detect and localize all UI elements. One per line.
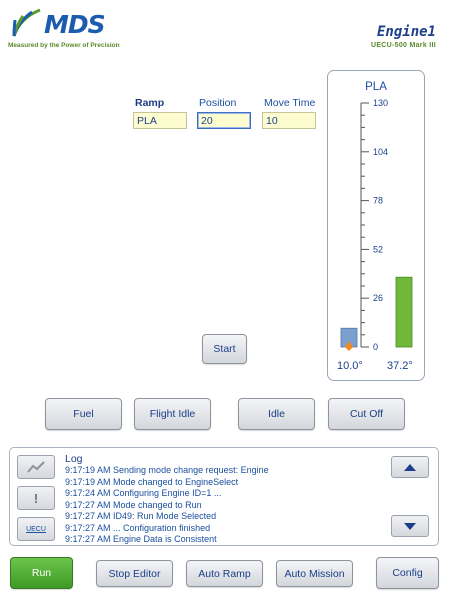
log-line: 9:17:27 AM ID49: Run Mode Selected [65, 511, 217, 521]
gauge-bar-green [395, 276, 413, 348]
fuel-button[interactable]: Fuel [45, 398, 122, 430]
gauge-readout-left: 10.0° [337, 360, 363, 372]
uecu-icon: UECU [26, 525, 46, 533]
auto-ramp-button[interactable]: Auto Ramp [186, 560, 263, 587]
logo-wordmark: MDS [44, 10, 106, 39]
logo-rays-icon [12, 8, 41, 37]
start-button[interactable]: Start [202, 334, 247, 364]
gauge-tick-label: 26 [373, 293, 383, 303]
log-line: 9:17:24 AM Configuring Engine ID=1 ... [65, 488, 222, 498]
log-scroll-down-button[interactable] [391, 515, 429, 537]
log-line: 9:17:19 AM Sending mode change request: … [65, 465, 269, 475]
log-line: 9:17:27 AM ... Configuration finished [65, 522, 211, 533]
auto-mission-button[interactable]: Auto Mission [276, 560, 353, 587]
engine-subtitle: UECU-500 Mark III [370, 42, 436, 49]
stop-editor-button[interactable]: Stop Editor [96, 560, 173, 587]
run-button[interactable]: Run [10, 557, 73, 589]
gauge-tick-label: 130 [373, 98, 388, 108]
alert-icon: ! [33, 490, 39, 506]
move-time-label: Move Time [264, 97, 316, 109]
log-lines: 9:17:19 AM Sending mode change request: … [65, 465, 269, 546]
log-line: 9:17:27 AM Mode changed to Run [65, 499, 202, 510]
idle-button[interactable]: Idle [238, 398, 315, 430]
log-title: Log [65, 453, 83, 465]
move-time-field[interactable]: 10 [262, 112, 316, 129]
wave-icon [27, 461, 45, 473]
cut-off-button[interactable]: Cut Off [328, 398, 405, 430]
logo-tagline: Measured by the Power of Precision [8, 42, 120, 49]
engine-title: Engine1 [376, 24, 436, 40]
position-label: Position [199, 97, 237, 109]
uecu-button[interactable]: UECU [17, 517, 55, 541]
ramp-label: Ramp [135, 97, 165, 109]
gauge-scale: 130 104 78 52 26 0 [340, 98, 413, 352]
pla-gauge-panel: PLA 130 104 78 52 26 0 10.0° 37.2° [327, 70, 425, 381]
gauge-tick-label: 52 [373, 244, 383, 254]
arrow-up-icon [404, 463, 416, 471]
flight-idle-button[interactable]: Flight Idle [134, 398, 211, 430]
gauge-marker-icon [345, 341, 353, 351]
gauge-title: PLA [365, 81, 387, 93]
arrow-down-icon [404, 522, 416, 530]
alert-button[interactable]: ! [17, 486, 55, 510]
log-line: 9:17:27 AM Engine Data is Consistent [65, 534, 217, 544]
config-button[interactable]: Config [376, 557, 439, 589]
log-panel: ! UECU Log 9:17:19 AM Sending mode chang… [9, 447, 439, 546]
position-field[interactable]: 20 [197, 112, 251, 129]
gauge-tick-label: 104 [373, 147, 388, 157]
ramp-field[interactable]: PLA [133, 112, 187, 129]
gauge-tick-label: 0 [373, 342, 378, 352]
log-line: 9:17:19 AM Mode changed to EngineSelect [65, 476, 239, 487]
gauge-readout-right: 37.2° [387, 360, 413, 372]
gauge-tick-label: 78 [373, 196, 383, 206]
log-scroll-up-button[interactable] [391, 456, 429, 478]
wave-button[interactable] [17, 455, 55, 479]
mds-logo: MDS Measured by the Power of Precision [8, 6, 138, 52]
